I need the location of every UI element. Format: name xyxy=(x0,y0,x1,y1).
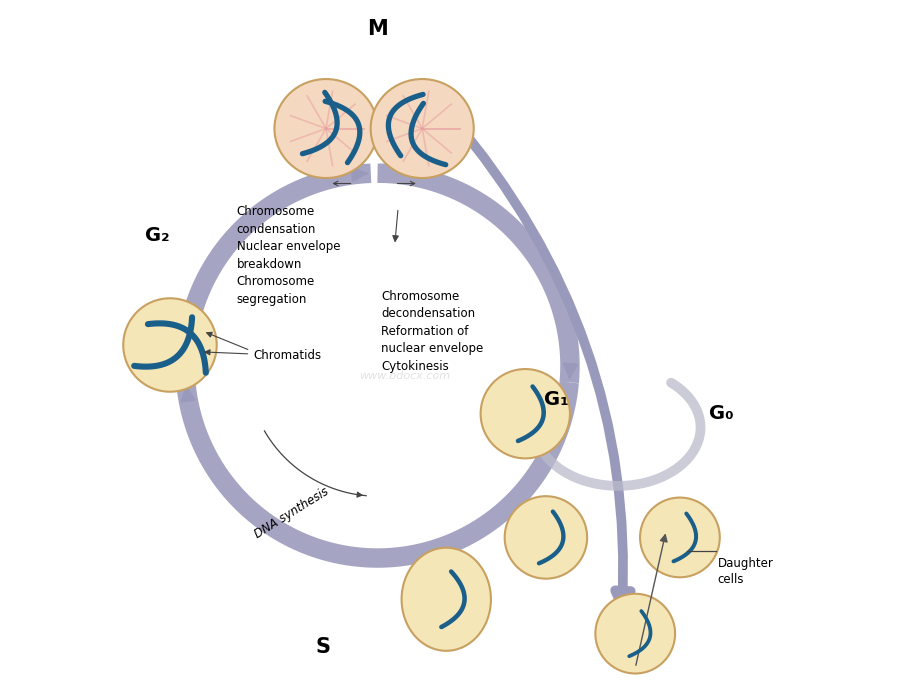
Text: DNA synthesis: DNA synthesis xyxy=(252,485,331,542)
Text: Chromosome
decondensation
Reformation of
nuclear envelope
Cytokinesis: Chromosome decondensation Reformation of… xyxy=(380,290,482,373)
Ellipse shape xyxy=(370,79,473,178)
Ellipse shape xyxy=(123,298,217,392)
Ellipse shape xyxy=(480,369,570,458)
Text: Chromatids: Chromatids xyxy=(254,349,322,362)
Text: M: M xyxy=(367,19,388,39)
Ellipse shape xyxy=(640,497,719,578)
Text: S: S xyxy=(314,638,330,658)
Text: Daughter
cells: Daughter cells xyxy=(717,558,773,586)
Text: Chromosome
condensation
Nuclear envelope
breakdown
Chromosome
segregation: Chromosome condensation Nuclear envelope… xyxy=(236,206,340,306)
Ellipse shape xyxy=(595,594,675,673)
Text: www.bdocx.com: www.bdocx.com xyxy=(359,371,450,381)
Ellipse shape xyxy=(274,79,377,178)
Ellipse shape xyxy=(402,548,491,651)
Text: G₂: G₂ xyxy=(145,226,170,244)
Ellipse shape xyxy=(505,496,586,579)
Text: G₁: G₁ xyxy=(543,391,568,409)
Text: G₀: G₀ xyxy=(708,404,732,423)
